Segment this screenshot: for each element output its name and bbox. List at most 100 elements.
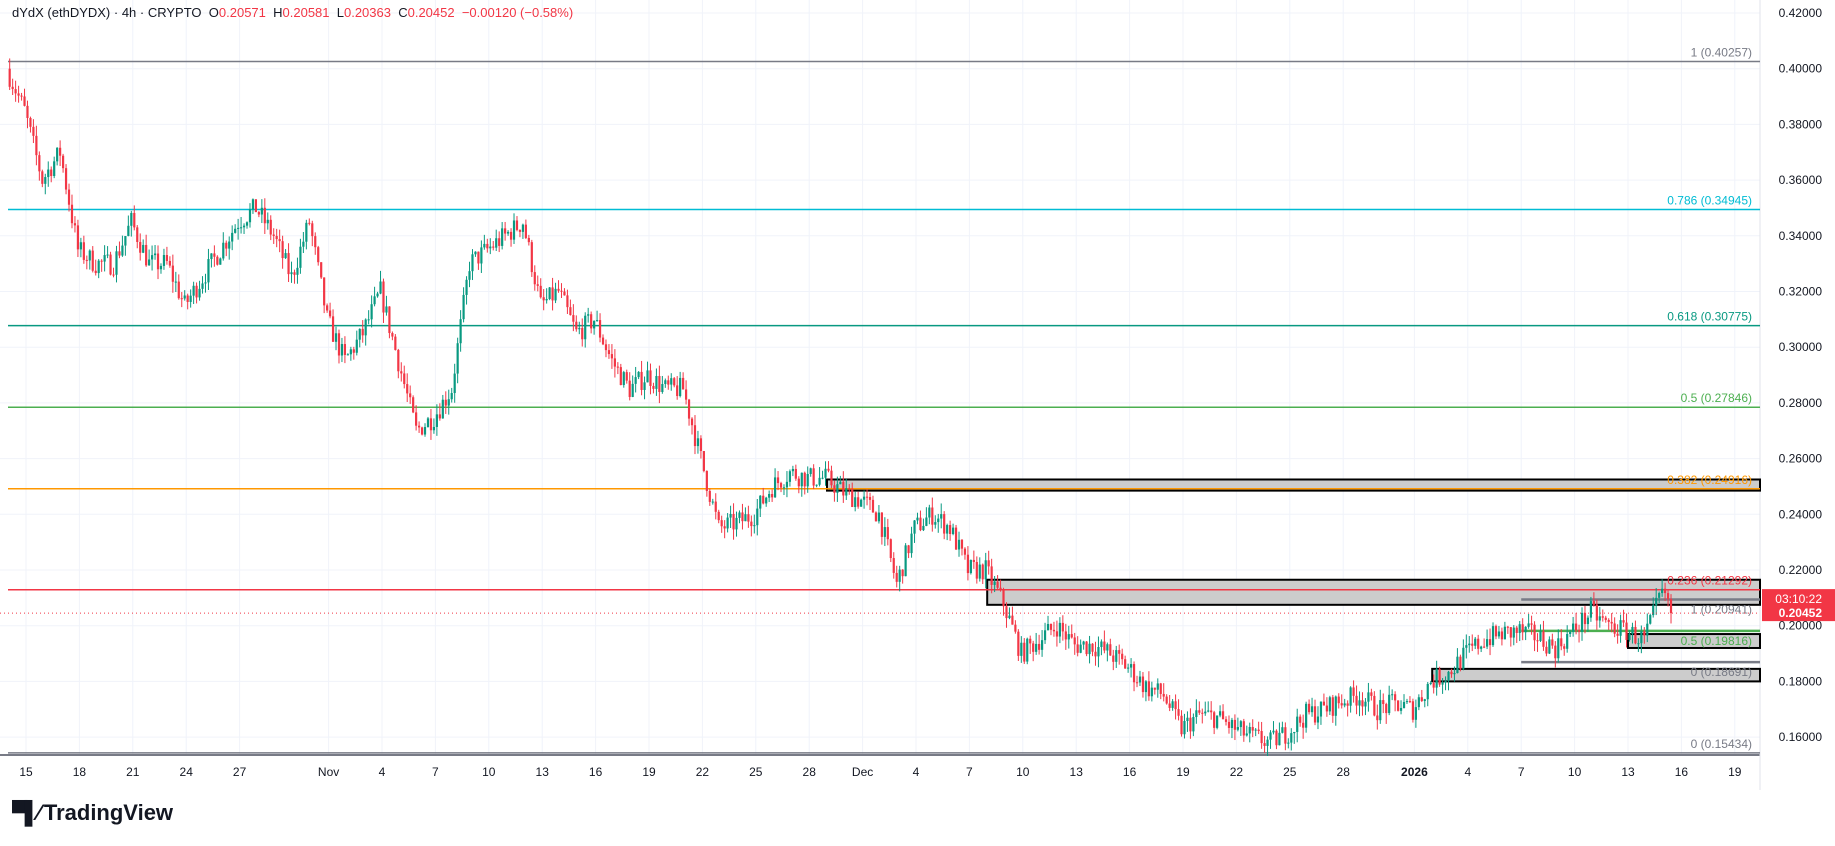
candle <box>598 320 602 338</box>
candle <box>56 147 59 162</box>
candle <box>1459 656 1462 669</box>
candle <box>1091 643 1094 652</box>
candle <box>1557 638 1560 659</box>
x-tick-label: 10 <box>1568 765 1582 779</box>
candle <box>204 282 207 284</box>
candle <box>314 236 317 248</box>
candle <box>1014 624 1017 632</box>
candle <box>667 380 670 385</box>
candle <box>222 242 225 259</box>
candle <box>868 497 872 500</box>
candle <box>593 320 596 329</box>
fib-level-label: 0.786 (0.34945) <box>1667 193 1752 207</box>
candle <box>1503 626 1506 640</box>
candle <box>1652 605 1655 616</box>
candle <box>1462 647 1465 669</box>
candle <box>1551 639 1554 646</box>
candle <box>1043 630 1047 641</box>
candle <box>391 333 394 337</box>
candle <box>1201 712 1204 714</box>
candle <box>1307 703 1311 713</box>
x-tick-label: 7 <box>966 765 973 779</box>
candle <box>726 517 729 529</box>
candle <box>824 468 827 478</box>
y-tick-label: 0.30000 <box>1779 340 1823 354</box>
candle <box>676 385 679 397</box>
candle <box>1106 644 1109 651</box>
candle <box>201 283 204 289</box>
candle <box>987 560 990 567</box>
candle <box>1655 597 1658 606</box>
candle <box>1488 639 1492 646</box>
candle <box>720 520 723 527</box>
y-tick-label: 0.24000 <box>1779 507 1823 521</box>
candle <box>972 559 975 562</box>
y-tick-label: 0.38000 <box>1779 117 1823 131</box>
candle <box>981 564 984 580</box>
candle <box>581 328 584 340</box>
candle <box>53 161 56 177</box>
candle <box>1426 683 1429 700</box>
candle <box>1340 703 1343 706</box>
candle <box>284 253 287 259</box>
candle <box>447 399 450 406</box>
x-tick-label: 13 <box>1070 765 1084 779</box>
candle <box>1026 638 1029 662</box>
candle <box>940 514 943 519</box>
fib-level-label: 0.618 (0.30775) <box>1667 310 1752 324</box>
candle <box>949 525 952 534</box>
candle <box>1483 646 1486 648</box>
candle <box>228 241 231 249</box>
candle <box>1536 640 1539 642</box>
candle <box>1634 626 1637 644</box>
candle <box>1052 629 1056 632</box>
candle <box>661 384 664 392</box>
candle <box>732 513 735 530</box>
candle <box>453 373 456 394</box>
candle <box>723 526 726 529</box>
candle <box>1127 667 1130 669</box>
candle <box>358 328 361 340</box>
candle <box>1358 700 1361 706</box>
tradingview-logo[interactable]: ▀▌⁄ TradingView <box>12 800 173 826</box>
candle <box>239 227 243 229</box>
candle <box>631 383 634 397</box>
candle <box>1539 631 1542 641</box>
candle <box>1076 644 1079 653</box>
candle <box>1319 701 1323 717</box>
candle <box>1138 676 1142 683</box>
candle <box>323 277 326 306</box>
candle <box>557 288 560 291</box>
candle <box>376 293 379 297</box>
candle <box>498 238 501 246</box>
candle <box>1604 617 1607 620</box>
candle <box>809 468 812 475</box>
candle <box>326 305 329 311</box>
candle <box>1189 717 1192 732</box>
candle <box>1572 623 1575 632</box>
supply-demand-zone <box>1627 633 1761 649</box>
candle <box>352 349 355 353</box>
candle <box>548 287 551 300</box>
price-chart[interactable]: 0.16000 0.18000 0.20000 0.22000 0.24000 0.260… <box>0 0 1835 790</box>
candle <box>883 527 886 537</box>
candle <box>1040 640 1044 650</box>
candle <box>509 231 513 240</box>
candle <box>871 499 875 513</box>
candle <box>281 241 284 259</box>
candle <box>115 251 118 275</box>
candle <box>1124 659 1127 669</box>
candle <box>892 558 895 573</box>
candle <box>1524 626 1527 633</box>
candle <box>702 450 705 471</box>
candle <box>1038 643 1041 650</box>
candle <box>664 380 667 385</box>
candle <box>1388 694 1391 714</box>
candle <box>1500 631 1504 640</box>
candle <box>646 370 649 383</box>
candle <box>70 204 74 224</box>
candle <box>1032 643 1035 652</box>
candle <box>1310 706 1314 713</box>
candle <box>1661 588 1664 594</box>
close-label: C <box>398 5 408 20</box>
